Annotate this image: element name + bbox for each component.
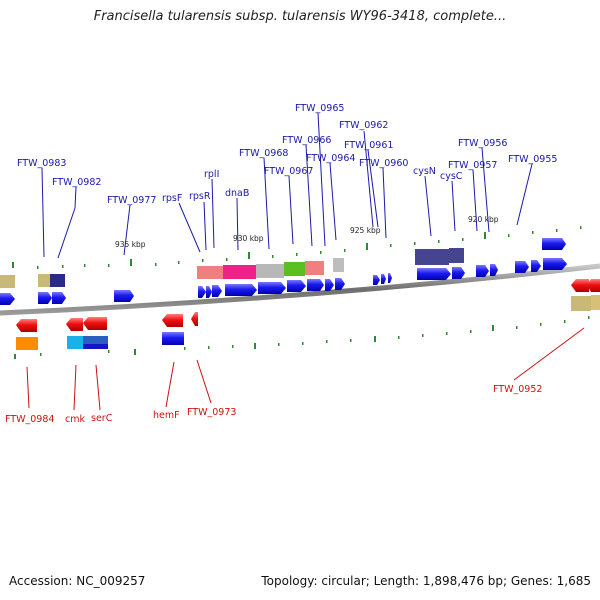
- gene-label-ftw-0968: FTW_0968: [239, 148, 288, 159]
- gene-label-ftw-0957: FTW_0957: [448, 160, 497, 171]
- gene-label-ftw-0983: FTW_0983: [17, 158, 66, 169]
- gene-label-ftw-0952: FTW_0952: [493, 384, 542, 395]
- ruler-label-935: 935 kbp: [115, 240, 146, 249]
- gene-label-ftw-0973: FTW_0973: [187, 407, 236, 418]
- backbone-arc: [0, 263, 600, 316]
- gene-label-ftw-0982: FTW_0982: [52, 177, 101, 188]
- ruler-label-925: 925 kbp: [350, 226, 381, 235]
- gene-labels-bottom: FTW_0984 cmk serC hemF FTW_0973 FTW_0952: [5, 384, 542, 425]
- bottom-ruler-ticks: [14, 316, 590, 359]
- gene-labels-top: FTW_0965 FTW_0962 FTW_0966 FTW_0961 FTW_…: [17, 103, 557, 206]
- gene-label-ftw-0956: FTW_0956: [458, 138, 507, 149]
- accession-text: Accession: NC_009257: [9, 574, 146, 588]
- gene-label-dnab: dnaB: [225, 188, 249, 199]
- gene-label-ftw-0965: FTW_0965: [295, 103, 344, 114]
- label-leaders-top: [41, 112, 533, 259]
- gene-label-ftw-0966: FTW_0966: [282, 135, 331, 146]
- ruler-label-920: 920 kbp: [468, 215, 499, 224]
- ruler-label-930: 930 kbp: [233, 234, 264, 243]
- gene-label-ftw-0977: FTW_0977: [107, 195, 156, 206]
- gene-label-hemf: hemF: [153, 410, 180, 421]
- gene-label-serc: serC: [91, 413, 113, 424]
- gene-label-ftw-0960: FTW_0960: [359, 158, 408, 169]
- gene-label-ftw-0962: FTW_0962: [339, 120, 388, 131]
- gene-label-cmk: cmk: [65, 414, 85, 425]
- gene-label-ftw-0984: FTW_0984: [5, 414, 54, 425]
- gene-label-cysn: cysN: [413, 166, 436, 177]
- map-title: Francisella tularensis subsp. tularensis…: [93, 9, 507, 24]
- gene-label-rpsr: rpsR: [189, 191, 211, 202]
- gene-label-cysc: cysC: [440, 171, 463, 182]
- gene-label-ftw-0961: FTW_0961: [344, 140, 393, 151]
- gene-label-rpli: rplI: [204, 169, 219, 180]
- forward-genes: [0, 238, 567, 349]
- top-ruler-ticks: [12, 226, 582, 269]
- gene-label-ftw-0964: FTW_0964: [306, 153, 355, 164]
- reverse-genes: [16, 279, 600, 332]
- genome-stats-text: Topology: circular; Length: 1,898,476 bp…: [261, 574, 591, 588]
- gene-label-ftw-0967: FTW_0967: [264, 166, 313, 177]
- label-leaders-bottom: [26, 327, 585, 411]
- gene-label-ftw-0955: FTW_0955: [508, 154, 557, 165]
- feature-track-upper: [0, 248, 600, 311]
- gene-label-rpsf: rpsF: [162, 193, 182, 204]
